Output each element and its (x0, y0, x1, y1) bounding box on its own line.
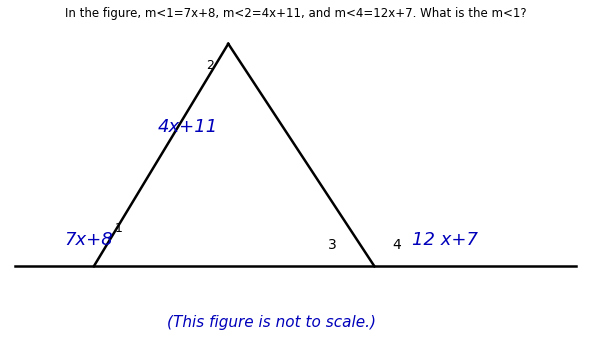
Text: (This figure is not to scale.): (This figure is not to scale.) (167, 315, 376, 330)
Text: 7x+8: 7x+8 (64, 231, 113, 248)
Text: 3: 3 (327, 238, 336, 252)
Text: 4: 4 (392, 238, 401, 252)
Text: 1: 1 (114, 221, 122, 235)
Text: 2: 2 (206, 59, 214, 72)
Text: 4x+11: 4x+11 (158, 117, 218, 136)
Text: In the figure, m<1=7x+8, m<2=4x+11, and m<4=12x+7. What is the m<1?: In the figure, m<1=7x+8, m<2=4x+11, and … (64, 7, 527, 20)
Text: 12 x+7: 12 x+7 (413, 231, 479, 248)
